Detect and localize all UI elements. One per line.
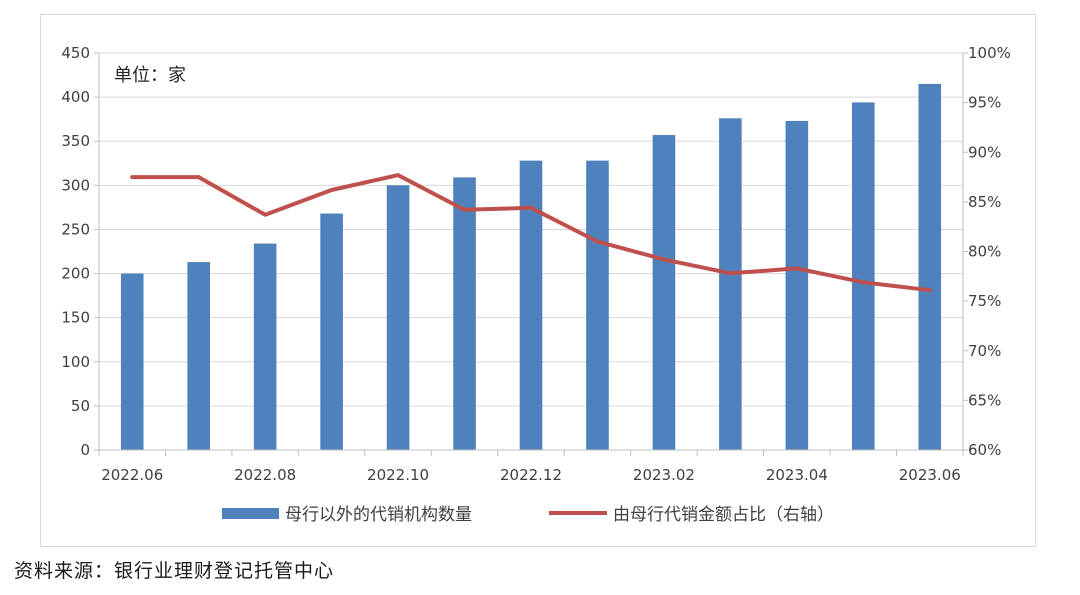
x-tick-label: 2023.04 [766, 466, 828, 484]
bar [386, 185, 410, 451]
bar [852, 102, 875, 450]
bar [586, 160, 609, 450]
y-right-tick-label: 100% [968, 44, 1011, 62]
line-series [130, 173, 932, 293]
line-series-path [130, 173, 932, 293]
legend-bar-swatch [222, 508, 279, 519]
y-left-tick-label: 400 [61, 88, 90, 106]
bar [719, 118, 742, 450]
bar [918, 83, 942, 450]
axes: 0 50 100 150 200 250 300 350 400 450 60% 65% 70% 75% 8… [61, 44, 1011, 484]
y-left-tick-label: 50 [71, 397, 90, 415]
x-tick-label: 2022.08 [234, 466, 296, 484]
bar [253, 243, 277, 450]
bar [453, 177, 476, 451]
x-tick-label: 2023.02 [633, 466, 695, 484]
bar-series [120, 83, 942, 451]
y-right-tick-label: 80% [968, 243, 1001, 261]
bar [785, 120, 809, 450]
y-left-tick-label: 200 [61, 265, 90, 283]
y-right-tick-label: 95% [968, 94, 1001, 112]
bar [652, 135, 676, 450]
x-tick-label: 2022.10 [367, 466, 429, 484]
y-right-tick-label: 65% [968, 391, 1001, 409]
y-left-tick-label: 150 [61, 309, 90, 327]
bar [120, 273, 144, 450]
y-left-tick-label: 450 [61, 44, 90, 62]
bar [320, 213, 343, 450]
y-left-tick-label: 300 [61, 176, 90, 194]
legend-bar-label: 母行以外的代销机构数量 [285, 505, 472, 525]
legend: 母行以外的代销机构数量 由母行代销金额占比（右轴） [222, 505, 834, 525]
y-left-tick-label: 0 [80, 441, 90, 459]
y-right-tick-label: 90% [968, 143, 1001, 161]
y-left-tick-label: 100 [61, 353, 90, 371]
y-right-tick-label: 85% [968, 193, 1001, 211]
y-left-tick-label: 350 [61, 132, 90, 150]
chart-frame: 0 50 100 150 200 250 300 350 400 450 60% 65% 70% 75% 8… [40, 14, 1036, 547]
unit-label: 单位：家 [114, 65, 186, 86]
x-tick-label: 2022.12 [500, 466, 562, 484]
bar [519, 160, 543, 450]
y-right-tick-label: 75% [968, 292, 1001, 310]
legend-line-label: 由母行代销金额占比（右轴） [613, 505, 834, 525]
y-right-tick-label: 60% [968, 441, 1001, 459]
combo-chart: 0 50 100 150 200 250 300 350 400 450 60% 65% 70% 75% 8… [61, 44, 1011, 525]
source-note: 资料来源：银行业理财登记托管中心 [14, 560, 335, 582]
bar [187, 262, 210, 450]
y-left-tick-label: 250 [61, 220, 90, 238]
y-right-tick-label: 70% [968, 342, 1001, 360]
x-tick-label: 2022.06 [101, 466, 163, 484]
x-tick-label: 2023.06 [899, 466, 961, 484]
